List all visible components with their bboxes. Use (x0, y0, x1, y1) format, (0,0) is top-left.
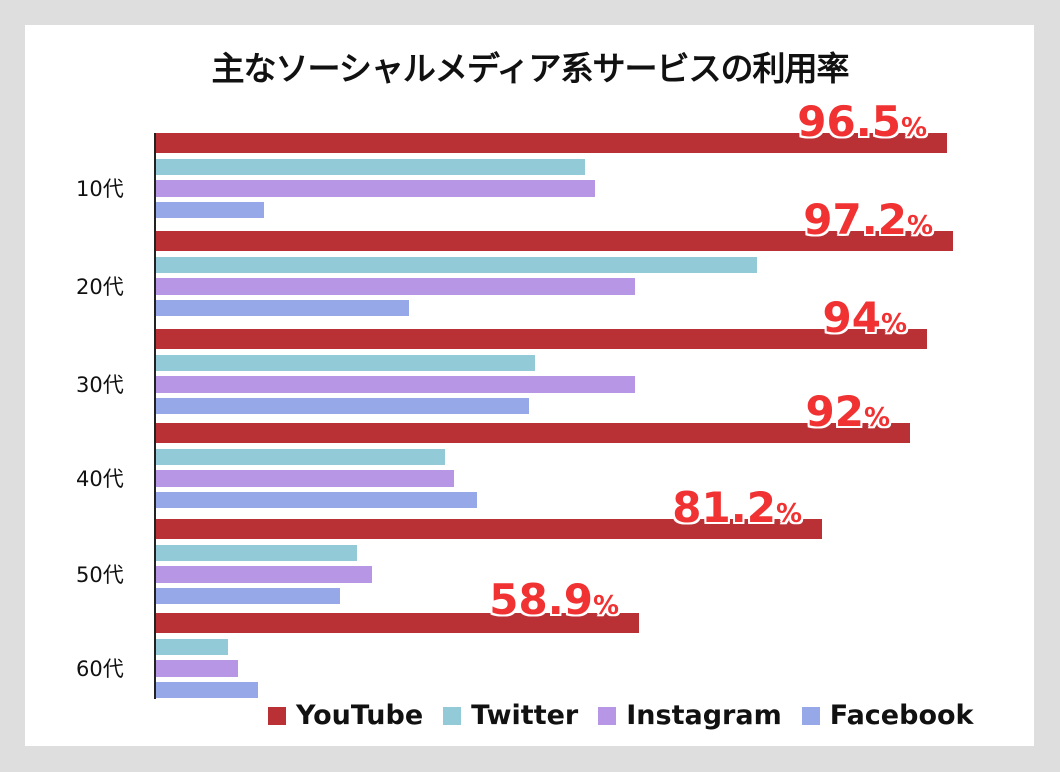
legend: YouTube Twitter Instagram Facebook (268, 700, 974, 731)
value-label: 81.2% (672, 483, 802, 532)
bar-twitter (156, 449, 445, 465)
category-label: 30代 (76, 373, 124, 397)
legend-label: Twitter (471, 700, 579, 731)
bar-instagram (156, 566, 372, 583)
legend-item-twitter: Twitter (443, 700, 578, 731)
legend-label: Instagram (626, 700, 782, 731)
bar-instagram (156, 180, 595, 197)
bar-instagram (156, 376, 635, 393)
chart-title: 主なソーシャルメディア系サービスの利用率 (211, 49, 849, 88)
legend-label: Facebook (829, 700, 974, 731)
bar-instagram (156, 660, 238, 677)
value-label: 58.9% (489, 575, 619, 624)
y-axis-line (154, 133, 156, 699)
bar-twitter (156, 545, 357, 561)
bar-twitter (156, 159, 585, 175)
category-label: 60代 (76, 657, 124, 681)
bar-facebook (156, 300, 409, 316)
value-label: 97.2% (803, 195, 933, 244)
legend-swatch-instagram (598, 706, 617, 725)
category-label: 20代 (76, 275, 124, 299)
value-label: 94% (822, 293, 907, 342)
value-label: 96.5% (797, 97, 927, 146)
bar-facebook (156, 398, 529, 414)
category-label: 50代 (76, 563, 124, 587)
legend-swatch-twitter (443, 706, 462, 725)
bar-youtube (156, 519, 822, 539)
bar-youtube (156, 329, 927, 349)
bar-facebook (156, 588, 340, 604)
legend-item-youtube: YouTube (268, 700, 423, 731)
bar-instagram (156, 470, 454, 487)
bar-twitter (156, 639, 228, 655)
value-label: 92% (805, 387, 890, 436)
bar-facebook (156, 492, 477, 508)
bar-youtube (156, 231, 953, 251)
legend-swatch-youtube (268, 706, 286, 725)
bar-facebook (156, 682, 258, 698)
bar-facebook (156, 202, 264, 218)
legend-item-instagram: Instagram (598, 700, 782, 731)
legend-item-facebook: Facebook (801, 700, 974, 731)
bar-youtube (156, 613, 639, 633)
legend-swatch-facebook (801, 706, 820, 725)
category-label: 10代 (76, 177, 124, 201)
bar-youtube (156, 423, 910, 443)
bar-twitter (156, 257, 757, 273)
bar-twitter (156, 355, 535, 371)
legend-label: YouTube (296, 700, 424, 731)
category-label: 40代 (76, 467, 124, 491)
bar-instagram (156, 278, 635, 295)
bar-youtube (156, 133, 947, 153)
